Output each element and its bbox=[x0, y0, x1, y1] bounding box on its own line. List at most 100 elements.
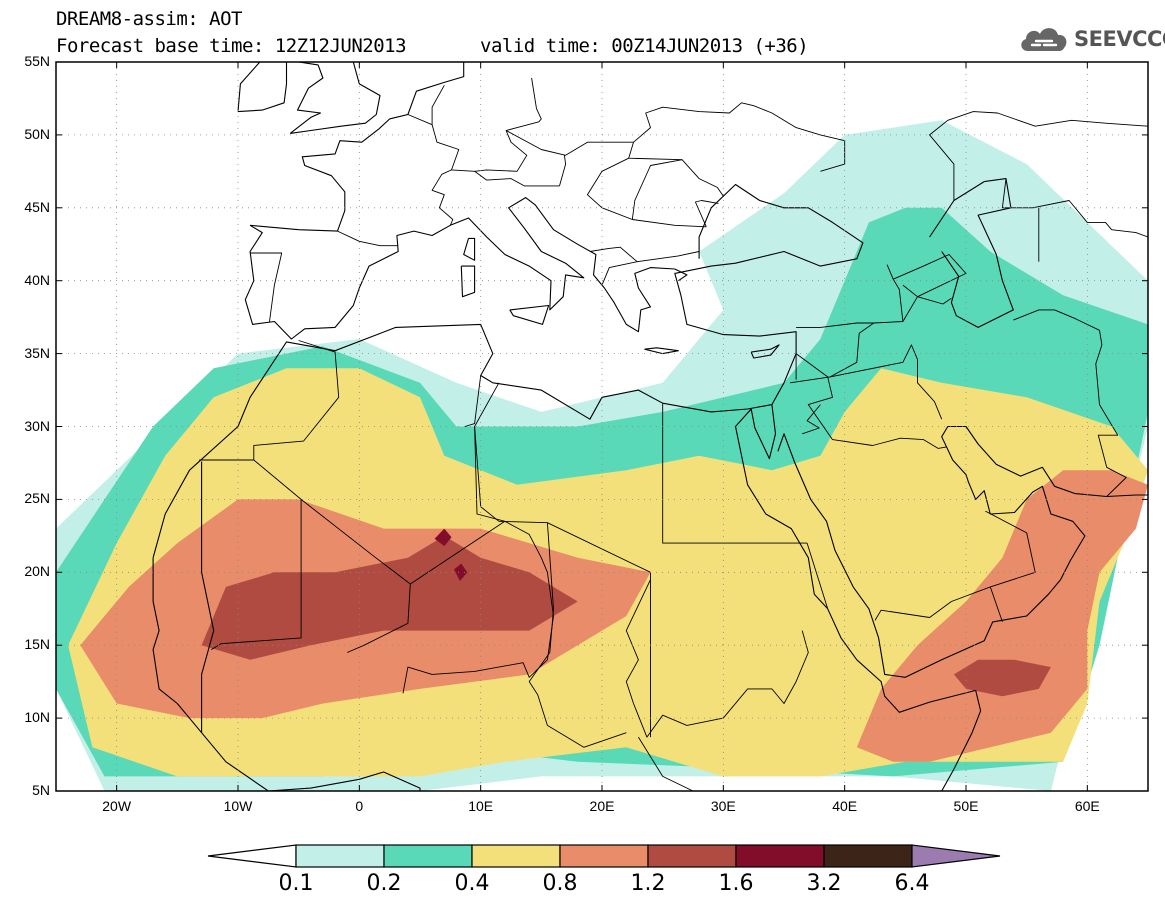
country-border-35 bbox=[250, 252, 283, 322]
colorbar-level-label: 1.2 bbox=[630, 871, 666, 896]
colorbar-level-label: 0.2 bbox=[366, 871, 402, 896]
lat-tick-label: 5N bbox=[32, 782, 50, 798]
coastline-2 bbox=[244, 197, 675, 340]
lon-tick-label: 10W bbox=[223, 798, 253, 814]
country-border-32 bbox=[474, 130, 528, 172]
logo-text: SEEVCCC bbox=[1074, 27, 1165, 51]
lat-tick-label: 55N bbox=[24, 53, 50, 69]
country-border-27 bbox=[586, 157, 683, 220]
chart-title: DREAM8-assim: AOT bbox=[56, 8, 242, 30]
country-border-38 bbox=[694, 200, 719, 227]
country-border-20 bbox=[902, 296, 952, 322]
map-frame bbox=[55, 61, 1149, 792]
colorbar-level-label: 6.4 bbox=[894, 871, 930, 896]
country-border-14 bbox=[790, 322, 875, 384]
coastline-6 bbox=[750, 404, 777, 460]
coastline-13 bbox=[463, 237, 476, 261]
coastline-16 bbox=[201, 461, 215, 733]
coastline-12 bbox=[460, 265, 476, 298]
country-border-2 bbox=[300, 499, 411, 653]
lat-tick-label: 25N bbox=[24, 490, 50, 507]
lon-tick-label: 0 bbox=[355, 798, 364, 814]
colorbar-box bbox=[295, 844, 385, 868]
country-border-4 bbox=[474, 382, 651, 738]
country-border-34 bbox=[337, 230, 399, 247]
coastline-1 bbox=[152, 557, 421, 791]
lat-tick-label: 50N bbox=[24, 125, 50, 142]
country-border-19 bbox=[893, 254, 967, 298]
country-border-16 bbox=[802, 404, 821, 435]
coastlines bbox=[152, 62, 1148, 791]
aot-region-7 bbox=[434, 528, 452, 547]
lon-tick-label: 60E bbox=[1074, 798, 1100, 814]
colorbar-box bbox=[823, 844, 913, 868]
coastline-7 bbox=[777, 425, 1148, 678]
lon-tick-label: 50E bbox=[953, 798, 979, 814]
colorbar-box bbox=[559, 844, 649, 868]
coastline-14 bbox=[509, 304, 550, 325]
lon-tick-label: 10E bbox=[468, 798, 494, 814]
lat-tick-label: 15N bbox=[24, 636, 50, 653]
coastline-3 bbox=[250, 62, 465, 232]
aot-region-4 bbox=[856, 470, 1148, 762]
country-border-22 bbox=[1001, 178, 1148, 238]
colorbar-high-arrow bbox=[911, 844, 1001, 868]
aot-region-8 bbox=[454, 563, 468, 581]
coastline-5 bbox=[237, 62, 288, 113]
country-border-5 bbox=[662, 403, 808, 544]
country-border-28 bbox=[632, 219, 707, 228]
country-border-8 bbox=[528, 522, 627, 748]
country-border-37 bbox=[431, 85, 445, 125]
coastline-10 bbox=[644, 347, 679, 355]
coastline-8 bbox=[734, 408, 982, 791]
lat-tick-label: 45N bbox=[24, 198, 50, 215]
colorbar-box bbox=[471, 844, 561, 868]
colorbar-box bbox=[647, 844, 737, 868]
country-border-10 bbox=[638, 736, 694, 791]
country-border-6 bbox=[402, 426, 554, 694]
coastline-11 bbox=[750, 344, 780, 359]
coastline-15 bbox=[929, 178, 1014, 328]
colorbar-box bbox=[735, 844, 825, 868]
coastline-0 bbox=[152, 183, 864, 558]
lat-tick-label: 35N bbox=[24, 344, 50, 361]
colorbar-level-label: 0.8 bbox=[542, 871, 578, 896]
country-border-13 bbox=[795, 353, 947, 449]
country-border-29 bbox=[637, 251, 700, 263]
colorbar-box bbox=[383, 844, 473, 868]
colorbar-level-label: 1.6 bbox=[718, 871, 754, 896]
country-border-7 bbox=[410, 520, 506, 585]
forecast-base-time: Forecast base time: 12Z12JUN2013 bbox=[56, 35, 407, 57]
lon-tick-label: 20E bbox=[589, 798, 615, 814]
lat-tick-label: 40N bbox=[24, 271, 50, 288]
country-border-18 bbox=[989, 586, 1003, 623]
lon-tick-label: 40E bbox=[832, 798, 858, 814]
lat-tick-label: 30N bbox=[24, 417, 50, 434]
country-border-15 bbox=[830, 344, 943, 420]
cloud-icon bbox=[1021, 28, 1067, 51]
aot-region-6 bbox=[953, 659, 1051, 697]
colorbar-level-label: 3.2 bbox=[806, 871, 842, 896]
valid-time: valid time: 00Z14JUN2013 (+36) bbox=[480, 35, 809, 57]
lon-tick-label: 30E bbox=[710, 798, 736, 814]
gridlines bbox=[56, 62, 1148, 791]
country-border-36 bbox=[389, 114, 460, 171]
country-border-17 bbox=[874, 510, 1036, 621]
country-border-30 bbox=[589, 246, 638, 286]
colorbar-level-label: 0.4 bbox=[454, 871, 490, 896]
country-border-33 bbox=[559, 155, 567, 187]
coastline-4 bbox=[289, 62, 381, 134]
country-border-9 bbox=[625, 579, 809, 738]
colorbar-low-arrow bbox=[207, 844, 297, 868]
country-border-12 bbox=[796, 264, 904, 328]
coastline-9 bbox=[674, 268, 688, 282]
aot-region-5 bbox=[201, 535, 578, 660]
country-border-11 bbox=[806, 542, 829, 609]
lon-tick-label: 20W bbox=[102, 798, 132, 814]
country-border-24 bbox=[929, 111, 1148, 201]
country-border-21 bbox=[1013, 309, 1127, 497]
lat-tick-label: 10N bbox=[24, 709, 50, 726]
colorbar-level-label: 0.1 bbox=[278, 871, 314, 896]
